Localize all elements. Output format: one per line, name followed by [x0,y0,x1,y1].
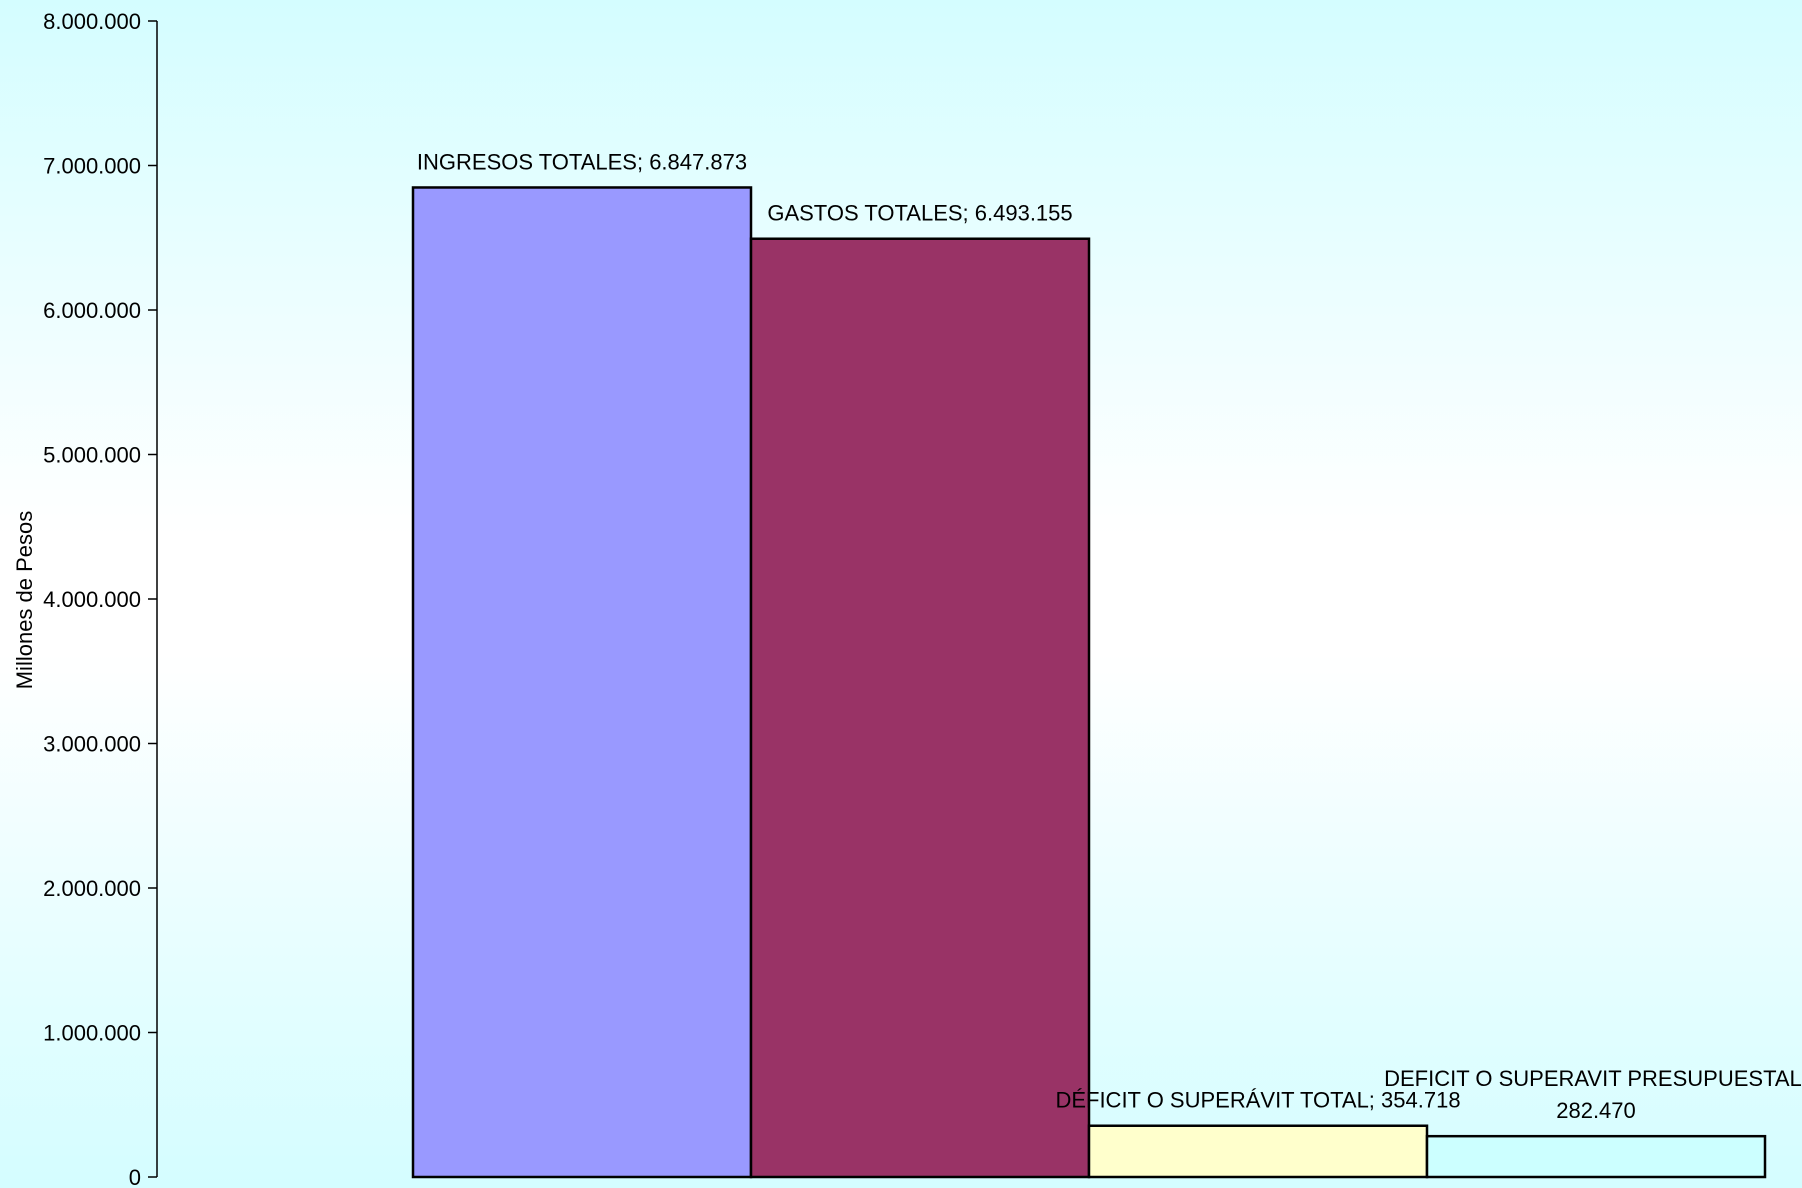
bar [1087,1124,1429,1179]
y-tick-label: 8.000.000 [43,9,141,34]
bar-data-label: GASTOS TOTALES; 6.493.155 [767,201,1072,226]
y-axis-title: Millones de Pesos [12,511,37,690]
bar [411,186,753,1179]
y-tick-label: 4.000.000 [43,587,141,612]
bars [411,186,1767,1179]
y-tick-label: 0 [129,1165,141,1188]
bar-data-label: INGRESOS TOTALES; 6.847.873 [417,149,747,174]
y-tick-label: 2.000.000 [43,876,141,901]
y-tick-label: 5.000.000 [43,443,141,468]
bar [1425,1134,1767,1179]
data-labels: INGRESOS TOTALES; 6.847.873 GASTOS TOTALE… [417,149,1802,1123]
y-tick-label: 1.000.000 [43,1021,141,1046]
bar-data-label: DÉFICIT O SUPERÁVIT TOTAL; 354.718 [1055,1088,1460,1113]
y-tick-label: 6.000.000 [43,298,141,323]
bar [749,237,1091,1179]
y-tick-label: 3.000.000 [43,732,141,757]
bar-data-label: 282.470 [1556,1098,1636,1123]
bar-data-label: DEFICIT O SUPERAVIT PRESUPUESTAL; [1384,1066,1802,1091]
y-tick-label: 7.000.000 [43,154,141,179]
y-axis: 0 1.000.000 2.000.000 3.000.000 4.000.000 5.0… [43,9,158,1188]
